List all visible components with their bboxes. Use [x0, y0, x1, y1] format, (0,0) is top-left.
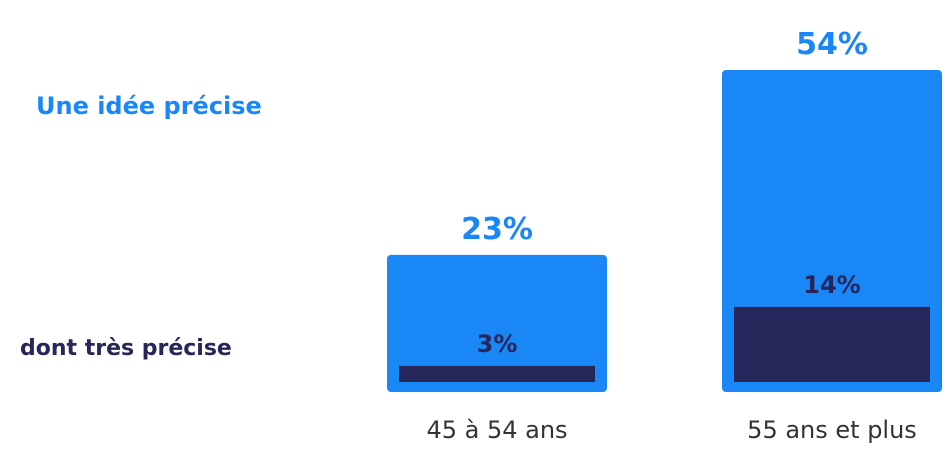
value-label-outer-0: 23% — [461, 212, 533, 247]
bar-outer-0 — [387, 254, 607, 392]
value-label-outer-1: 54% — [796, 27, 868, 62]
category-label-1: 55 ans et plus — [747, 416, 917, 444]
category-label-0: 45 à 54 ans — [426, 416, 567, 444]
value-label-inner-1: 14% — [803, 271, 860, 299]
value-label-inner-0: 3% — [477, 330, 518, 358]
legend-inner-label: dont très précise — [20, 336, 232, 361]
bar-inner-1 — [734, 306, 930, 382]
bar-inner-0 — [399, 365, 595, 382]
legend-outer-label: Une idée précise — [36, 92, 262, 120]
